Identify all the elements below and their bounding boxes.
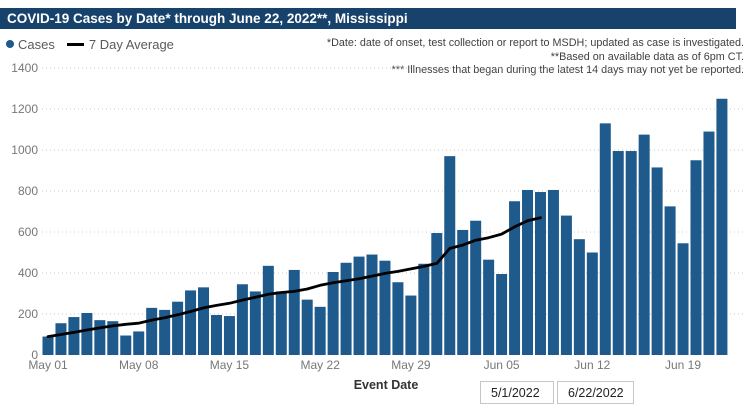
case-bar[interactable]	[81, 312, 93, 355]
x-axis-tick-labels: May 01 May 08 May 15 May 22 May 29 Jun 05 Jun …	[28, 358, 701, 372]
case-bar[interactable]	[107, 321, 119, 355]
case-bar[interactable]	[703, 131, 715, 355]
y-tick-label: 400	[18, 266, 38, 280]
case-bar[interactable]	[366, 254, 378, 355]
legend-avg-label: 7 Day Average	[88, 36, 174, 52]
case-bar[interactable]	[509, 201, 521, 355]
footnote-data-asof: **Based on available data as of 6pm CT.	[550, 50, 744, 63]
case-bar[interactable]	[288, 269, 300, 355]
case-bar[interactable]	[483, 259, 495, 355]
case-bar[interactable]	[651, 167, 663, 355]
x-tick-label: May 08	[119, 358, 159, 372]
case-bar[interactable]	[301, 299, 313, 355]
cases-dot-icon	[6, 40, 14, 48]
case-bar[interactable]	[94, 320, 106, 355]
case-bar[interactable]	[314, 306, 326, 355]
case-bar[interactable]	[146, 307, 158, 355]
case-bar[interactable]	[418, 263, 430, 355]
case-bar[interactable]	[236, 284, 248, 355]
case-bar[interactable]	[198, 287, 210, 355]
y-axis-tick-labels: 0 200 400 600 800 1000 1200 1400	[11, 61, 38, 362]
case-bar[interactable]	[262, 265, 274, 355]
case-bar[interactable]	[275, 291, 287, 355]
footnote-reporting-lag: *** Illnesses that began during the late…	[391, 64, 744, 76]
case-bar[interactable]	[638, 134, 650, 356]
x-axis-title: Event Date	[353, 378, 419, 392]
y-tick-label: 800	[18, 184, 38, 198]
case-bar[interactable]	[159, 309, 171, 355]
y-tick-label: 1000	[11, 143, 38, 157]
case-bar[interactable]	[340, 262, 352, 355]
case-bar[interactable]	[379, 260, 391, 355]
case-bar[interactable]	[522, 189, 534, 355]
case-bar[interactable]	[223, 316, 235, 355]
chart-title-bar: COVID-19 Cases by Date* through June 22,…	[0, 8, 736, 29]
end-date-input[interactable]	[557, 381, 634, 404]
case-bar[interactable]	[133, 331, 145, 355]
case-bar[interactable]	[120, 335, 132, 355]
y-tick-label: 1200	[11, 102, 38, 116]
chart-title: COVID-19 Cases by Date* through June 22,…	[7, 11, 408, 26]
y-tick-label: 1400	[11, 61, 38, 75]
x-tick-label: Jun 05	[484, 358, 520, 372]
footnotes: *Date: date of onset, test collection or…	[327, 37, 744, 78]
case-bar[interactable]	[353, 256, 365, 355]
chart-legend: Cases 7 Day Average	[6, 36, 174, 52]
case-bar[interactable]	[664, 206, 676, 356]
case-bar[interactable]	[599, 123, 611, 355]
x-tick-label: Jun 19	[665, 358, 701, 372]
y-tick-label: 200	[18, 307, 38, 321]
x-tick-label: May 29	[391, 358, 431, 372]
case-bar[interactable]	[625, 151, 637, 355]
case-bar[interactable]	[690, 160, 702, 355]
start-date-input[interactable]	[480, 381, 554, 404]
legend-cases-label: Cases	[18, 36, 55, 52]
cases-bars	[42, 98, 728, 356]
case-bar[interactable]	[534, 192, 546, 355]
y-tick-label: 0	[31, 348, 38, 362]
case-bar[interactable]	[68, 317, 80, 355]
x-tick-label: May 15	[210, 358, 250, 372]
case-bar[interactable]	[560, 215, 572, 355]
case-bar[interactable]	[586, 252, 598, 356]
case-bar[interactable]	[470, 220, 482, 355]
case-bar[interactable]	[55, 323, 67, 355]
case-bar[interactable]	[716, 98, 728, 355]
x-tick-label: Jun 12	[574, 358, 610, 372]
x-tick-label: May 22	[301, 358, 341, 372]
case-bar[interactable]	[547, 189, 559, 355]
case-bar[interactable]	[431, 233, 443, 355]
case-bar[interactable]	[42, 336, 54, 355]
case-bar[interactable]	[210, 315, 222, 355]
y-tick-label: 600	[18, 225, 38, 239]
case-bar[interactable]	[172, 301, 184, 355]
case-bar[interactable]	[573, 239, 585, 355]
seven-day-average-line	[46, 216, 542, 339]
case-bar[interactable]	[457, 229, 469, 355]
footnote-date: *Date: date of onset, test collection or…	[326, 37, 744, 49]
x-tick-label: May 01	[28, 358, 68, 372]
case-bar[interactable]	[249, 291, 261, 355]
case-bar[interactable]	[677, 243, 689, 355]
case-bar[interactable]	[185, 290, 197, 355]
case-bar[interactable]	[405, 295, 417, 355]
case-bar[interactable]	[496, 274, 508, 355]
case-bar[interactable]	[444, 156, 456, 355]
case-bar[interactable]	[612, 151, 624, 355]
avg-line-icon	[66, 42, 84, 46]
case-bar[interactable]	[392, 282, 404, 355]
case-bar[interactable]	[327, 271, 339, 355]
